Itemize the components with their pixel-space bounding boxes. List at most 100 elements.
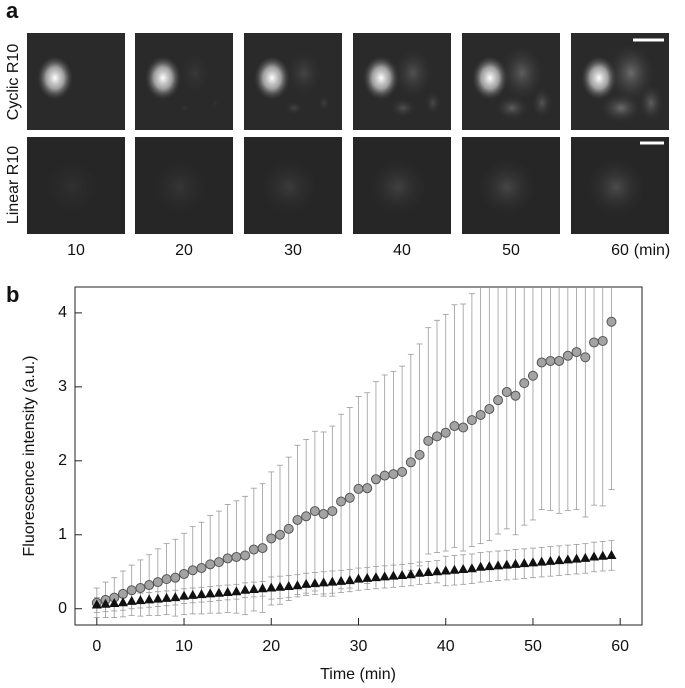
marker	[301, 511, 312, 522]
x-tick-label: 20	[262, 638, 280, 655]
marker	[397, 569, 408, 579]
marker	[152, 577, 163, 588]
marker	[510, 558, 521, 568]
time-unit: (min)	[634, 242, 670, 259]
marker	[292, 514, 303, 525]
cell	[259, 157, 319, 217]
marker	[388, 570, 399, 580]
marker	[179, 590, 190, 600]
cell	[150, 157, 210, 217]
cell	[495, 95, 529, 121]
cell	[179, 51, 211, 95]
x-tick-label: 50	[524, 638, 542, 655]
marker	[466, 563, 477, 573]
cell	[393, 47, 433, 99]
marker	[527, 557, 538, 567]
time-label: 10	[67, 242, 85, 259]
cell	[145, 56, 181, 100]
image-grid: 10 20 30 40 50 60	[27, 33, 669, 259]
cell	[531, 87, 553, 119]
marker	[449, 421, 460, 432]
marker	[562, 554, 573, 564]
marker	[266, 533, 277, 544]
marker	[126, 595, 137, 605]
row-label: Linear R10	[5, 146, 22, 224]
cell	[285, 101, 303, 115]
y-tick-label: 1	[58, 526, 67, 543]
marker	[414, 567, 425, 577]
marker	[475, 409, 486, 420]
y-tick-label: 0	[58, 600, 67, 617]
marker	[170, 572, 181, 583]
marker	[580, 552, 591, 562]
marker	[318, 509, 329, 520]
cell	[368, 157, 428, 217]
marker	[432, 566, 443, 576]
time-label: 40	[393, 242, 411, 259]
marker	[170, 592, 181, 602]
marker	[126, 585, 137, 596]
y-tick-label: 2	[58, 452, 67, 469]
marker	[336, 496, 347, 507]
marker	[545, 555, 556, 565]
marker	[554, 555, 565, 565]
x-axis-title: Time (min)	[320, 666, 396, 683]
marker	[213, 587, 224, 597]
marker	[405, 457, 416, 468]
x-tick-label: 0	[92, 638, 101, 655]
marker	[501, 387, 512, 398]
marker	[240, 550, 251, 561]
marker	[222, 586, 233, 596]
marker	[580, 352, 591, 363]
cell	[500, 45, 544, 101]
marker	[301, 578, 312, 588]
marker	[606, 549, 617, 559]
marker	[283, 523, 294, 534]
x-tick-label: 40	[437, 638, 455, 655]
marker	[405, 569, 416, 579]
marker	[327, 506, 338, 517]
marker	[161, 574, 172, 585]
marker	[144, 594, 155, 604]
marker	[493, 560, 504, 570]
marker	[309, 578, 320, 588]
marker	[432, 431, 443, 442]
panel-label: a	[6, 0, 19, 23]
marker	[519, 558, 530, 568]
marker	[458, 422, 469, 433]
marker	[318, 577, 329, 587]
time-label: 20	[175, 242, 193, 259]
marker	[135, 583, 146, 594]
marker	[117, 588, 128, 599]
marker	[484, 404, 495, 415]
cell	[180, 104, 190, 112]
marker	[344, 575, 355, 585]
x-tick-label: 30	[350, 638, 368, 655]
marker	[135, 595, 146, 605]
y-axis-title: Fluorescence intensity (a.u.)	[21, 356, 38, 557]
marker	[545, 355, 556, 366]
marker	[205, 588, 216, 598]
cell	[42, 157, 102, 217]
marker	[196, 589, 207, 599]
cell	[37, 56, 73, 100]
marker	[179, 568, 190, 579]
marker	[449, 564, 460, 574]
marker	[554, 355, 565, 366]
marker	[370, 572, 381, 582]
cell	[211, 98, 219, 108]
marker	[274, 581, 285, 591]
marker	[327, 576, 338, 586]
time-label: 50	[502, 242, 520, 259]
marker	[187, 589, 198, 599]
marker	[370, 474, 381, 485]
marker	[388, 469, 399, 480]
time-label: 30	[284, 242, 302, 259]
marker	[257, 583, 268, 593]
marker	[423, 566, 434, 576]
marker	[440, 565, 451, 575]
marker	[597, 550, 608, 560]
marker	[597, 335, 608, 346]
cell	[254, 56, 290, 100]
